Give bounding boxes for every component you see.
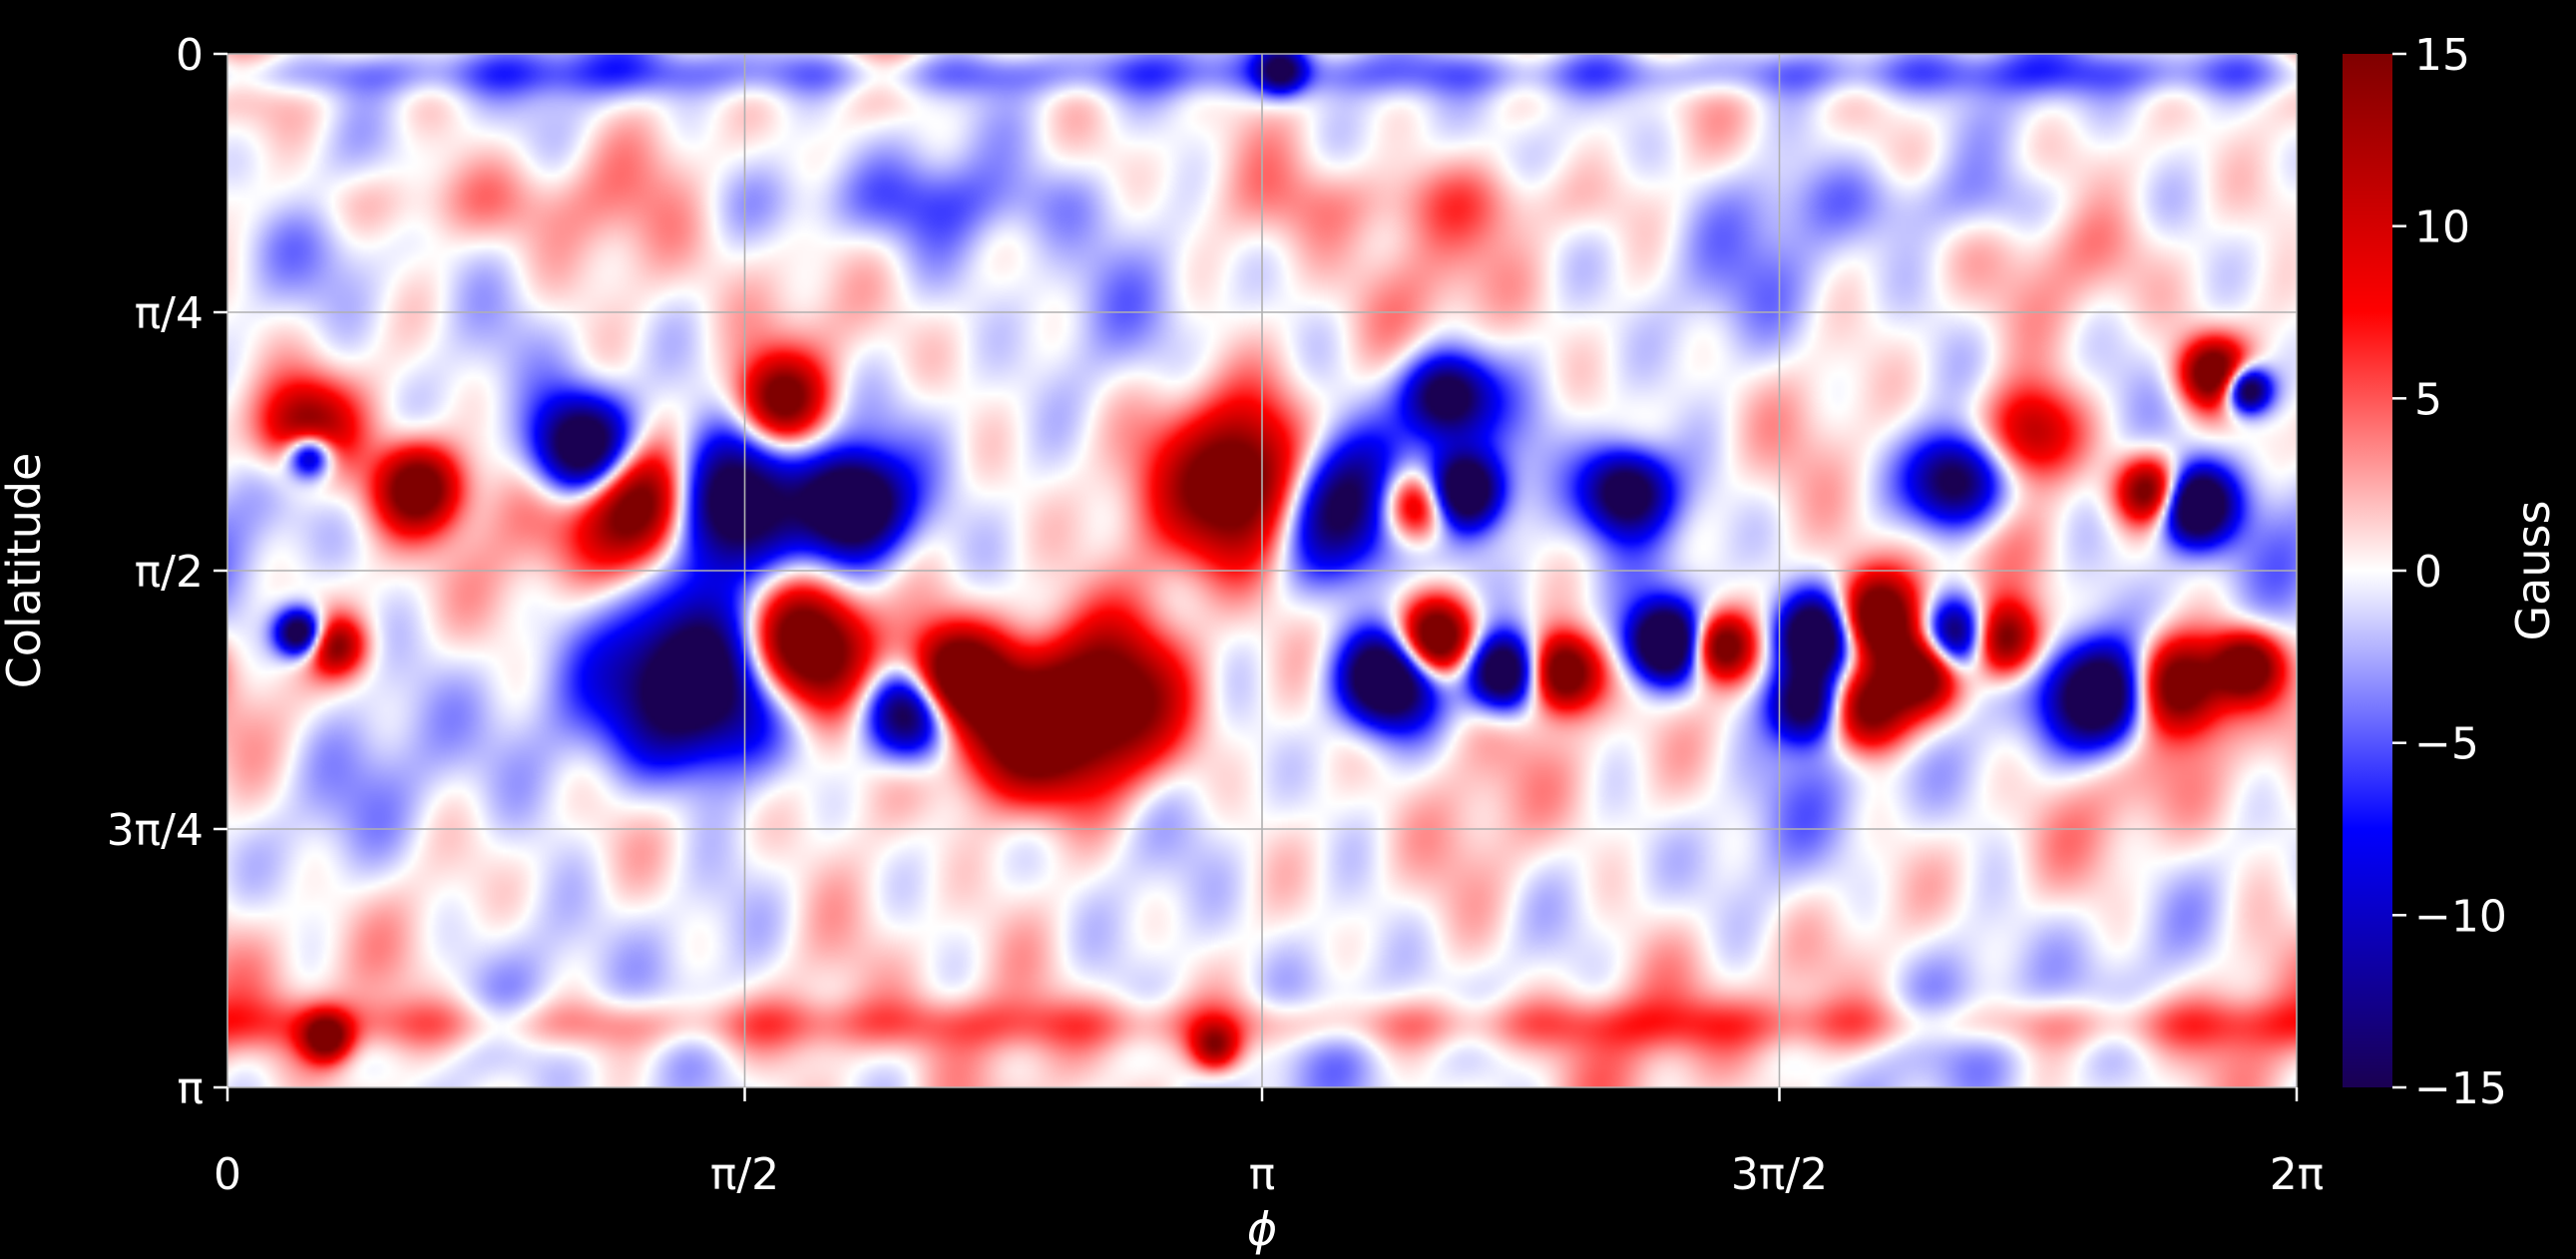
- colorbar-tick-label: −5: [2414, 719, 2479, 770]
- colorbar: [2343, 54, 2392, 1087]
- colorbar-label: Gauss: [2506, 501, 2560, 641]
- x-axis-ticks: 0 π/2 π 3π/2 2π: [214, 1087, 2324, 1200]
- colorbar-tick-label: 15: [2414, 30, 2470, 81]
- colorbar-tick-label: 10: [2414, 203, 2470, 253]
- x-tick-label: 0: [214, 1149, 241, 1200]
- colorbar-tick-label: −10: [2414, 891, 2507, 942]
- y-tick-label: π/2: [135, 547, 204, 598]
- y-tick-label: π/4: [135, 288, 204, 339]
- y-axis-label: Colatitude: [0, 453, 51, 689]
- x-axis-label: ϕ: [1247, 1202, 1277, 1256]
- x-tick-label: π/2: [710, 1149, 779, 1200]
- colorbar-tick-label: 5: [2414, 374, 2442, 425]
- y-axis-ticks: 0 π/4 π/2 3π/4 π: [107, 30, 227, 1114]
- x-tick-label: π: [1249, 1149, 1276, 1200]
- y-tick-label: π: [178, 1063, 205, 1114]
- colorbar-tick-label: 0: [2414, 547, 2442, 598]
- colorbar-ticks: 15 10 5 0 −5 −10 −15: [2392, 30, 2507, 1114]
- y-tick-label: 3π/4: [107, 805, 204, 856]
- x-tick-label: 3π/2: [1731, 1149, 1828, 1200]
- x-tick-label: 2π: [2270, 1149, 2324, 1200]
- y-tick-label: 0: [176, 30, 204, 81]
- colorbar-tick-label: −15: [2414, 1063, 2507, 1114]
